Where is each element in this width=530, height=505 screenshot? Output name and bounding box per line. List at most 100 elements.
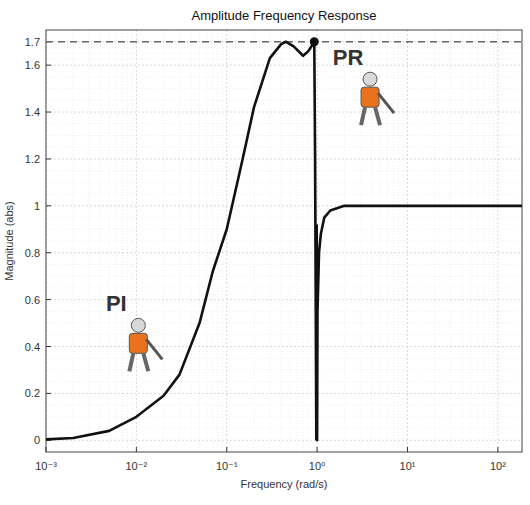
worker-leg xyxy=(129,353,133,371)
worker-helmet xyxy=(131,318,145,332)
minor-grid-line xyxy=(46,47,522,48)
axes: 10⁻³ 10⁻² 10⁻¹ 10⁰ 10¹ 10² 0 0.2 0.4 0.6 0.8 1 1.2 1.… xyxy=(25,30,522,472)
tick-label: 10⁻² xyxy=(126,460,148,472)
title: Amplitude Frequency Response xyxy=(192,8,377,23)
minor-grid-line xyxy=(46,229,522,230)
tick-mark xyxy=(46,393,51,394)
minor-grid-line xyxy=(434,30,435,452)
tick-mark xyxy=(46,252,51,253)
tick-mark xyxy=(46,112,51,113)
tick-label: 0 xyxy=(34,434,40,446)
grid-line xyxy=(226,30,227,452)
worker-vest xyxy=(129,333,147,353)
series-label: PR xyxy=(333,45,364,70)
plot-frame xyxy=(46,30,522,452)
minor-grid-line xyxy=(46,135,522,136)
y-axis-title: Magnitude (abs) xyxy=(3,201,15,281)
minor-grid-line xyxy=(398,30,399,452)
worker-tool xyxy=(378,93,394,113)
worker-leg xyxy=(143,353,148,371)
minor-grid-line xyxy=(46,381,522,382)
tick-label: 10¹ xyxy=(400,460,416,472)
grid-line xyxy=(46,112,522,113)
tick-mark xyxy=(226,447,227,452)
minor-grid-line xyxy=(46,88,522,89)
minor-grid-line xyxy=(46,217,522,218)
minor-grid-line xyxy=(46,170,522,171)
grid-line xyxy=(46,440,522,441)
grid-line xyxy=(46,393,522,394)
data-layer xyxy=(46,37,522,440)
tick-label: 10⁻¹ xyxy=(216,460,238,472)
minor-grid-line xyxy=(489,30,490,452)
tick-label: 1.6 xyxy=(25,59,40,71)
series-line xyxy=(317,206,522,440)
minor-grid-line xyxy=(470,30,471,452)
labels: PI PR xyxy=(106,45,394,371)
grid-line xyxy=(46,158,522,159)
tick-label: 10⁻³ xyxy=(35,460,57,472)
minor-grid-line xyxy=(393,30,394,452)
grid-line xyxy=(46,65,522,66)
grid-line xyxy=(136,30,137,452)
minor-grid-line xyxy=(46,369,522,370)
minor-grid-line xyxy=(132,30,133,452)
worker-helmet xyxy=(363,72,377,86)
tick-mark xyxy=(497,447,498,452)
minor-grid-line xyxy=(46,123,522,124)
minor-grid-line xyxy=(46,147,522,148)
tick-label: 0.6 xyxy=(25,294,40,306)
minor-grid-line xyxy=(387,30,388,452)
tick-mark xyxy=(136,447,137,452)
minor-grid-line xyxy=(308,30,309,452)
tick-label: 10⁰ xyxy=(309,460,326,472)
minor-grid-line xyxy=(46,416,522,417)
minor-grid-line xyxy=(450,30,451,452)
tick-label: 1.2 xyxy=(25,153,40,165)
minor-grid-line xyxy=(46,182,522,183)
minor-grid-line xyxy=(46,59,522,60)
tick-mark xyxy=(46,158,51,159)
minor-grid-line xyxy=(297,30,298,452)
tick-label: 10² xyxy=(490,460,506,472)
tick-label: 0.2 xyxy=(25,387,40,399)
chart: 10⁻³ 10⁻² 10⁻¹ 10⁰ 10¹ 10² 0 0.2 0.4 0.6 0.8 1 1.2 1.… xyxy=(0,0,530,505)
tick-mark xyxy=(46,299,51,300)
minor-grid-line xyxy=(46,405,522,406)
grid-line xyxy=(407,30,408,452)
series-label: PI xyxy=(106,291,127,316)
minor-grid-line xyxy=(46,194,522,195)
minor-grid-line xyxy=(46,76,522,77)
minor-grid-line xyxy=(206,30,207,452)
minor-grid-line xyxy=(46,276,522,277)
minor-grid-line xyxy=(179,30,180,452)
grid-line xyxy=(497,30,498,452)
minor-grid-line xyxy=(46,53,522,54)
tick-label: 1.4 xyxy=(25,106,40,118)
minor-grid-line xyxy=(212,30,213,452)
tick-label: 1 xyxy=(34,200,40,212)
minor-grid-line xyxy=(46,287,522,288)
tick-label: 0.8 xyxy=(25,247,40,259)
worker-vest xyxy=(361,87,379,107)
tick-mark xyxy=(46,346,51,347)
minor-grid-line xyxy=(46,241,522,242)
tick-label: 0.4 xyxy=(25,341,40,353)
worker-tool xyxy=(146,339,162,359)
grid-line xyxy=(46,252,522,253)
background xyxy=(0,0,530,505)
minor-grid-line xyxy=(46,100,522,101)
worker-leg xyxy=(361,107,365,125)
tick-label: 1.7 xyxy=(25,36,40,48)
tick-mark xyxy=(317,447,318,452)
minor-grid-line xyxy=(122,30,123,452)
minor-grid-line xyxy=(46,323,522,324)
minor-grid-line xyxy=(46,334,522,335)
x-axis-title: Frequency (rad/s) xyxy=(241,478,328,490)
minor-grid-line xyxy=(46,428,522,429)
minor-grid-line xyxy=(269,30,270,452)
series-line xyxy=(46,42,316,441)
minor-grid-line xyxy=(46,358,522,359)
worker-leg xyxy=(375,107,380,125)
grid-line xyxy=(46,346,522,347)
